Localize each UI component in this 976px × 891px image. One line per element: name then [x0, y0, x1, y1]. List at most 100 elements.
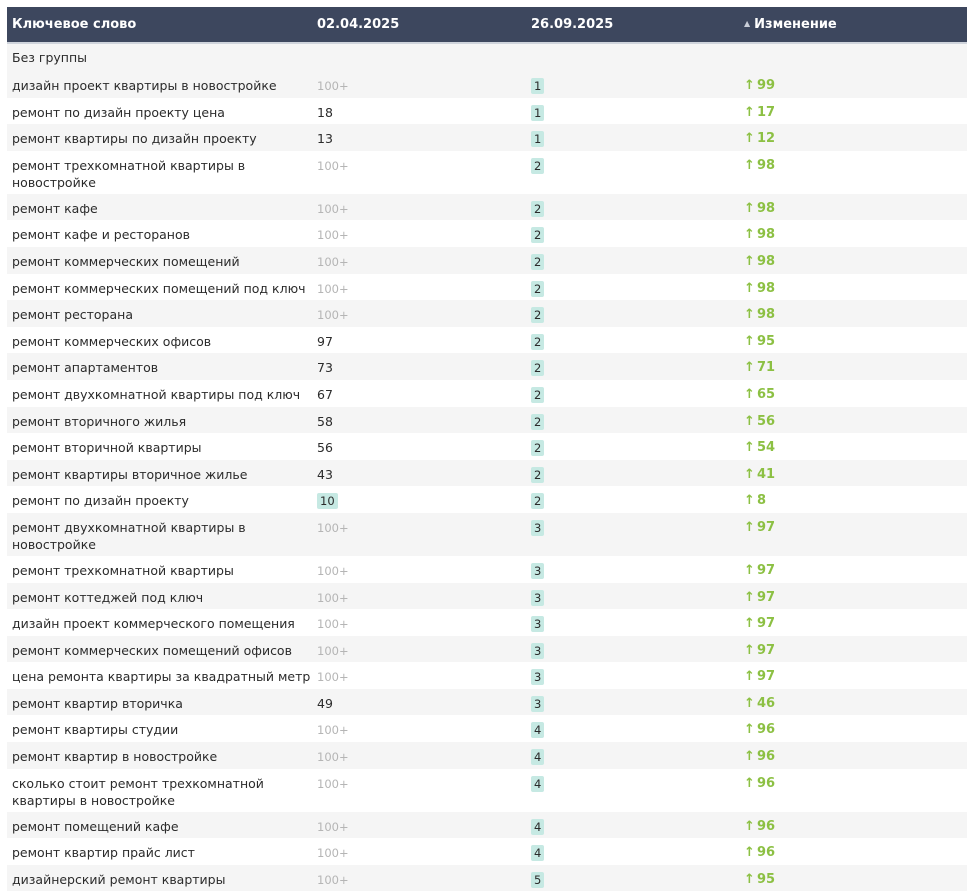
position-badge: 3 [531, 562, 545, 579]
position-badge: 3 [531, 519, 545, 536]
change-value: 65 [757, 386, 776, 402]
change-value: 96 [757, 818, 776, 834]
keyword-cell: ремонт квартиры по дизайн проекту [12, 131, 257, 147]
position-badge: 3 [531, 695, 545, 712]
arrow-up-icon: ↑ [744, 845, 755, 861]
position-value: 100+ [317, 520, 349, 535]
arrow-up-icon: ↑ [744, 589, 755, 605]
position-badge: 4 [531, 818, 545, 835]
change-cell: ↑ 96 [744, 769, 967, 792]
change-value: 41 [757, 466, 776, 482]
change-cell: ↑ 41 [744, 460, 967, 483]
change-value: 97 [757, 616, 776, 632]
change-value: 95 [757, 871, 776, 887]
arrow-up-icon: ↑ [744, 669, 755, 685]
positions-table: Ключевое слово 02.04.2025 26.09.2025 ▲ Из… [7, 7, 967, 891]
arrow-up-icon: ↑ [744, 280, 755, 296]
position-value: 100+ [317, 670, 349, 685]
position-badge: 4 [531, 845, 545, 862]
table-row: дизайн проект квартиры в новостройке 100+… [7, 71, 967, 98]
position-value: 100+ [317, 254, 349, 269]
position-badge: 2 [531, 307, 545, 324]
change-cell: ↑ 95 [744, 865, 967, 888]
change-value: 98 [757, 200, 776, 216]
change-value: 96 [757, 775, 776, 791]
table-row: дизайн проект коммерческого помещения 100… [7, 609, 967, 636]
position-date2-cell: 4 [530, 715, 744, 739]
position-date2-cell: 4 [530, 742, 744, 766]
position-date1-cell: 100+ [312, 151, 530, 175]
position-date2-cell: 2 [530, 353, 744, 377]
position-badge: 2 [531, 280, 545, 297]
change-cell: ↑ 96 [744, 742, 967, 765]
keyword-cell: ремонт коммерческих помещений офисов [12, 642, 292, 658]
position-date1-cell: 100+ [312, 247, 530, 271]
column-header-keyword[interactable]: Ключевое слово [12, 17, 137, 32]
position-date1-cell: 13 [312, 124, 530, 147]
table-row: ремонт апартаментов 73 2 ↑ 71 [7, 353, 967, 380]
position-value: 100+ [317, 308, 349, 323]
keyword-cell: ремонт трехкомнатной квартиры [12, 562, 234, 578]
position-date2-cell: 1 [530, 124, 744, 148]
position-value: 58 [317, 413, 333, 429]
keyword-cell: ремонт квартиры студии [12, 722, 179, 738]
position-value: 100+ [317, 776, 349, 791]
change-value: 98 [757, 307, 776, 323]
position-date2-cell: 3 [530, 583, 744, 606]
keyword-cell: ремонт двухкомнатной квартиры в новостро… [12, 519, 246, 552]
position-value: 100+ [317, 281, 349, 296]
change-cell: ↑ 97 [744, 556, 967, 579]
position-value: 100+ [317, 590, 349, 605]
column-header-change[interactable]: ▲ Изменение [744, 17, 967, 32]
change-value: 99 [757, 78, 776, 93]
table-body: дизайн проект квартиры в новостройке 100+… [7, 71, 967, 891]
position-badge: 2 [531, 386, 545, 403]
change-cell: ↑ 97 [744, 583, 967, 606]
position-date2-cell: 2 [530, 433, 744, 457]
column-header-date1[interactable]: 02.04.2025 [317, 17, 400, 32]
position-date1-cell: 10 [312, 486, 530, 510]
position-badge: 5 [531, 871, 545, 888]
table-row: ремонт коммерческих помещений офисов 100+… [7, 635, 967, 663]
position-value: 97 [317, 333, 333, 349]
keyword-cell: ремонт коммерческих помещений под ключ [12, 280, 306, 296]
position-value: 10 [317, 493, 338, 510]
position-date1-cell: 100+ [312, 769, 530, 793]
position-date1-cell: 100+ [312, 838, 530, 862]
change-value: 96 [757, 845, 776, 861]
arrow-up-icon: ↑ [744, 775, 755, 791]
change-cell: ↑ 56 [744, 407, 967, 430]
position-badge: 2 [531, 253, 545, 270]
position-value: 67 [317, 386, 333, 402]
position-value: 56 [317, 440, 333, 456]
keyword-cell: ремонт кафе и ресторанов [12, 227, 190, 243]
position-badge: 4 [531, 749, 545, 766]
keyword-cell: ремонт по дизайн проекту цена [12, 104, 225, 120]
sort-ascending-icon: ▲ [744, 19, 751, 28]
arrow-up-icon: ↑ [744, 695, 755, 711]
arrow-up-icon: ↑ [744, 519, 755, 535]
position-value: 100+ [317, 872, 349, 887]
keyword-cell: дизайн проект квартиры в новостройке [12, 78, 277, 93]
arrow-up-icon: ↑ [744, 749, 755, 765]
column-header-change-label: Изменение [754, 17, 837, 32]
change-cell: ↑ 97 [744, 662, 967, 685]
change-cell: ↑ 97 [744, 609, 967, 632]
position-date1-cell: 100+ [312, 274, 530, 298]
arrow-up-icon: ↑ [744, 104, 755, 120]
position-date2-cell: 3 [530, 662, 744, 686]
position-date1-cell: 100+ [312, 583, 530, 607]
table-row: ремонт квартиры вторичное жилье 43 2 ↑ 41 [7, 459, 967, 487]
arrow-up-icon: ↑ [744, 307, 755, 323]
change-value: 56 [757, 413, 776, 429]
arrow-up-icon: ↑ [744, 818, 755, 834]
position-date2-cell: 3 [530, 689, 744, 712]
position-date2-cell: 2 [530, 407, 744, 430]
column-header-date2[interactable]: 26.09.2025 [531, 17, 614, 32]
table-row: ремонт по дизайн проекту 10 2 ↑ 8 [7, 486, 967, 513]
change-cell: ↑ 96 [744, 812, 967, 835]
change-cell: ↑ 65 [744, 380, 967, 403]
table-row: ремонт по дизайн проекту цена 18 1 ↑ 17 [7, 97, 967, 125]
arrow-up-icon: ↑ [744, 493, 755, 509]
change-value: 54 [757, 440, 776, 456]
